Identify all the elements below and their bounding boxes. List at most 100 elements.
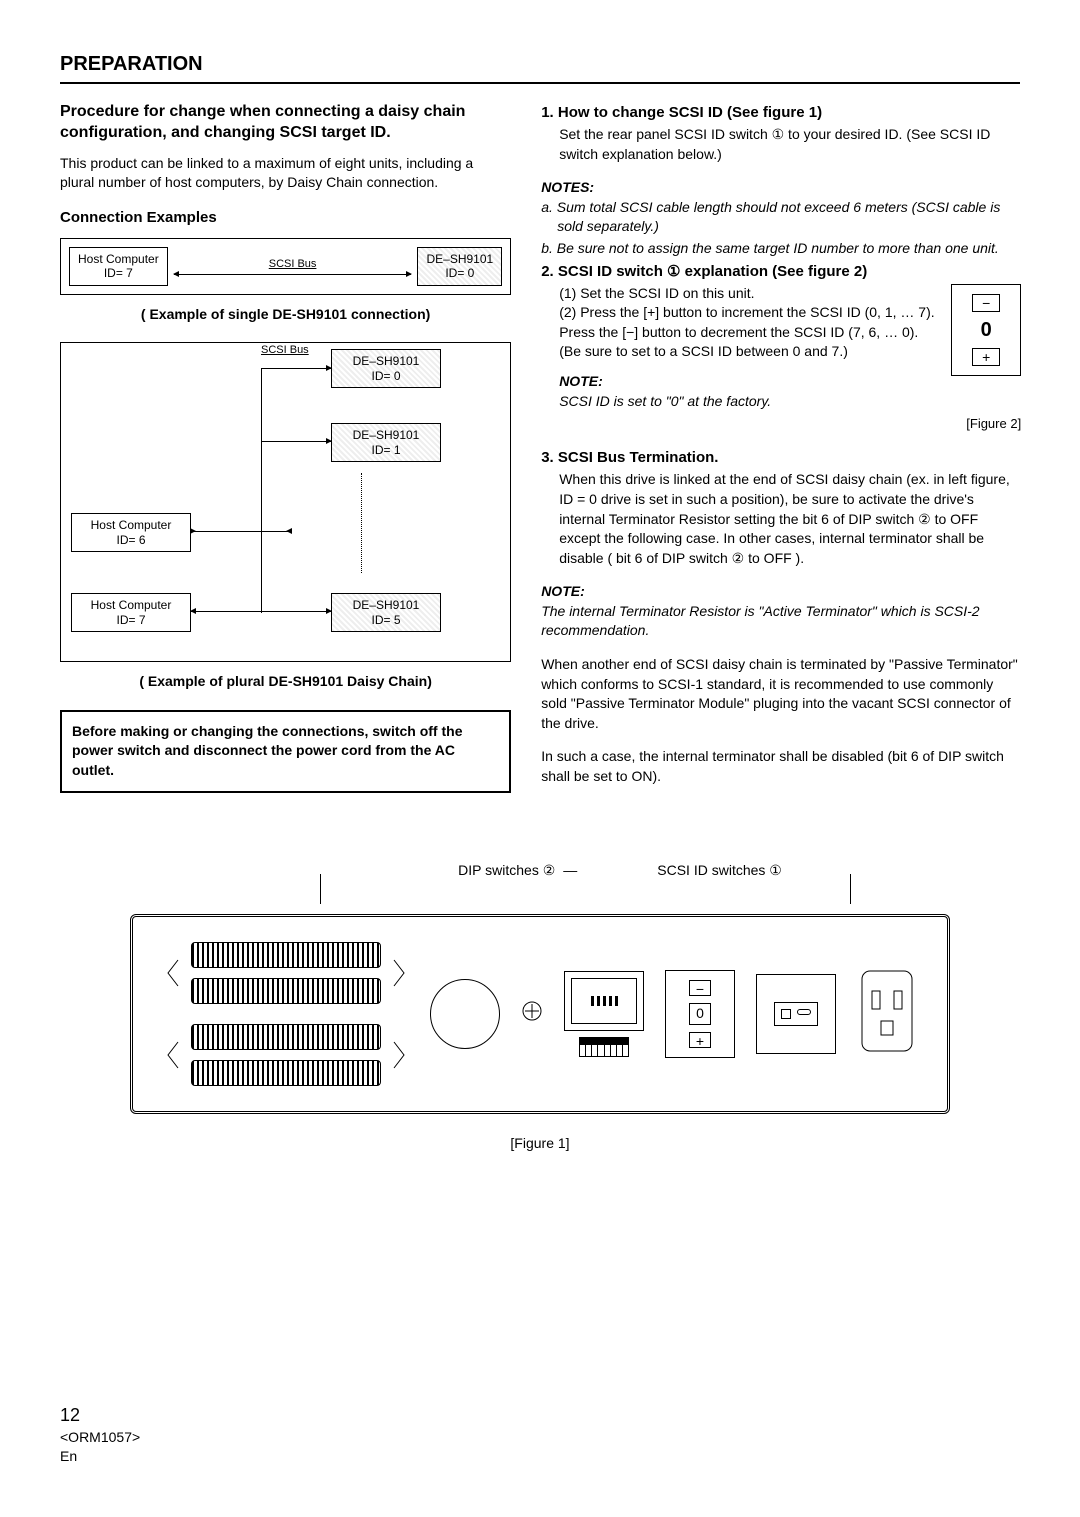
figure-1-area: DIP switches ② — SCSI ID switches ① [60,861,1020,1154]
id-value-display: 0 [958,316,1014,344]
conn-dev1 [261,441,331,442]
vent-group [163,942,409,1086]
power-inlet-icon [756,974,836,1054]
daisy-dev0-label: DE–SH9101 [340,354,432,368]
bracket-right-icon [389,1040,409,1070]
vent-icon [191,978,381,1004]
sec2-note-block: NOTE: SCSI ID is set to "0" at the facto… [559,372,1021,411]
vent-row-1 [163,942,409,1004]
sec1-body: Set the rear panel SCSI ID switch ① to y… [541,125,1021,164]
sec1-title: 1. How to change SCSI ID (See figure 1) [541,102,1021,123]
notes-heading: NOTES: [541,178,1021,198]
device-label: DE–SH9101 [426,252,493,266]
device-id: ID= 0 [426,266,493,280]
sec3-note-h: NOTE: [541,582,1021,602]
sec3-note: The internal Terminator Resistor is "Act… [541,602,1021,641]
dotted-line [361,473,362,573]
dip-row [579,1037,629,1057]
conn-host7 [191,611,261,612]
right-column: 1. How to change SCSI ID (See figure 1) … [541,102,1021,801]
connector-dip-group [564,971,644,1057]
id-switch-figure: − 0 + [951,284,1021,376]
daisy-dev5-id: ID= 5 [340,613,432,627]
id-display: 0 [689,1003,711,1025]
sec2-title: 2. SCSI ID switch ① explanation (See fig… [541,261,1021,282]
figure-2-caption: [Figure 2] [559,415,1021,433]
daisy-host7: Host Computer ID= 7 [71,593,191,632]
vent-icon [191,942,381,968]
sec3-p3: In such a case, the internal terminator … [541,747,1021,786]
bracket-left-icon [163,958,183,988]
dip-switch-label-text: DIP switches ② [458,861,555,881]
bracket-right-icon [389,958,409,988]
sec3-title: 3. SCSI Bus Termination. [541,447,1021,468]
scsi-id-switch-block: − 0 + [665,970,735,1058]
dip-leader [320,874,321,904]
sec3-p2: When another end of SCSI daisy chain is … [541,655,1021,733]
ac-socket-icon [857,966,917,1056]
note-b: b. Be sure not to assign the same target… [541,239,1021,259]
scsi-connector-icon [564,971,644,1031]
daisy-dev0-id: ID= 0 [340,369,432,383]
conn-host6 [191,531,291,532]
rear-panel-diagram: − 0 + [130,914,950,1114]
screw-icon [521,1000,543,1028]
figure-1-caption: [Figure 1] [60,1134,1020,1154]
minus-button-icon: − [689,980,711,996]
conn-dev0 [261,368,331,369]
single-caption: ( Example of single DE-SH9101 connection… [60,305,511,325]
daisy-dev1: DE–SH9101 ID= 1 [331,423,441,462]
warning-box: Before making or changing the connection… [60,710,511,793]
daisy-bus-label: SCSI Bus [261,343,309,358]
connection-examples-heading: Connection Examples [60,207,511,228]
single-connection-diagram: Host Computer ID= 7 SCSI Bus DE–SH9101 I… [60,238,511,295]
fan-icon [430,979,500,1049]
lang-code: En [60,1447,140,1467]
daisy-host7-label: Host Computer [80,598,182,612]
daisy-host6-label: Host Computer [80,518,182,532]
minus-button-icon: − [972,294,1000,312]
dip-switch-block [569,1037,639,1057]
intro-paragraph: This product can be linked to a maximum … [60,154,511,193]
daisy-dev0: DE–SH9101 ID= 0 [331,349,441,388]
bus-arrow [174,274,412,275]
device-node: DE–SH9101 ID= 0 [417,247,502,286]
scsi-id-switch-label: SCSI ID switches ① [657,861,782,881]
bus-segment: SCSI Bus [174,257,412,275]
dip-switch-label: DIP switches ② — [458,861,577,881]
daisy-host7-id: ID= 7 [80,613,182,627]
daisy-chain-diagram: SCSI Bus DE–SH9101 ID= 0 DE–SH9101 ID= 1… [60,342,511,662]
daisy-caption: ( Example of plural DE-SH9101 Daisy Chai… [60,672,511,692]
daisy-dev1-id: ID= 1 [340,443,432,457]
note-a: a. Sum total SCSI cable length should no… [541,198,1021,237]
conn-dev5 [261,611,331,612]
host-label: Host Computer [78,252,159,266]
vent-stack-1 [191,942,381,1004]
trunk-line [261,368,262,613]
vent-icon [191,1060,381,1086]
section-title: PREPARATION [60,50,1020,84]
vent-stack-2 [191,1024,381,1086]
daisy-host6-id: ID= 6 [80,533,182,547]
procedure-title: Procedure for change when connecting a d… [60,102,511,144]
scsi-id-switch-label-text: SCSI ID switches ① [657,861,782,881]
figure-2: − 0 + [941,284,1021,376]
page-number: 12 [60,1403,140,1428]
sec2-body: − 0 + (1) Set the SCSI ID on this unit. … [541,284,1021,434]
page-footer: 12 <ORM1057> En [60,1403,140,1467]
sec2-note: SCSI ID is set to "0" at the factory. [559,393,771,409]
doc-code: <ORM1057> [60,1428,140,1448]
bracket-left-icon [163,1040,183,1070]
daisy-dev5-label: DE–SH9101 [340,598,432,612]
plus-button-icon: + [972,348,1000,366]
connector-pins [571,978,637,1024]
vent-icon [191,1024,381,1050]
sec3-p1: When this drive is linked at the end of … [541,470,1021,568]
sec2-note-h: NOTE: [559,373,603,389]
id-leader [850,874,851,904]
page: PREPARATION Procedure for change when co… [60,50,1020,1154]
daisy-dev1-label: DE–SH9101 [340,428,432,442]
vent-row-2 [163,1024,409,1086]
daisy-host6: Host Computer ID= 6 [71,513,191,552]
ac-plug-group [857,966,917,1062]
